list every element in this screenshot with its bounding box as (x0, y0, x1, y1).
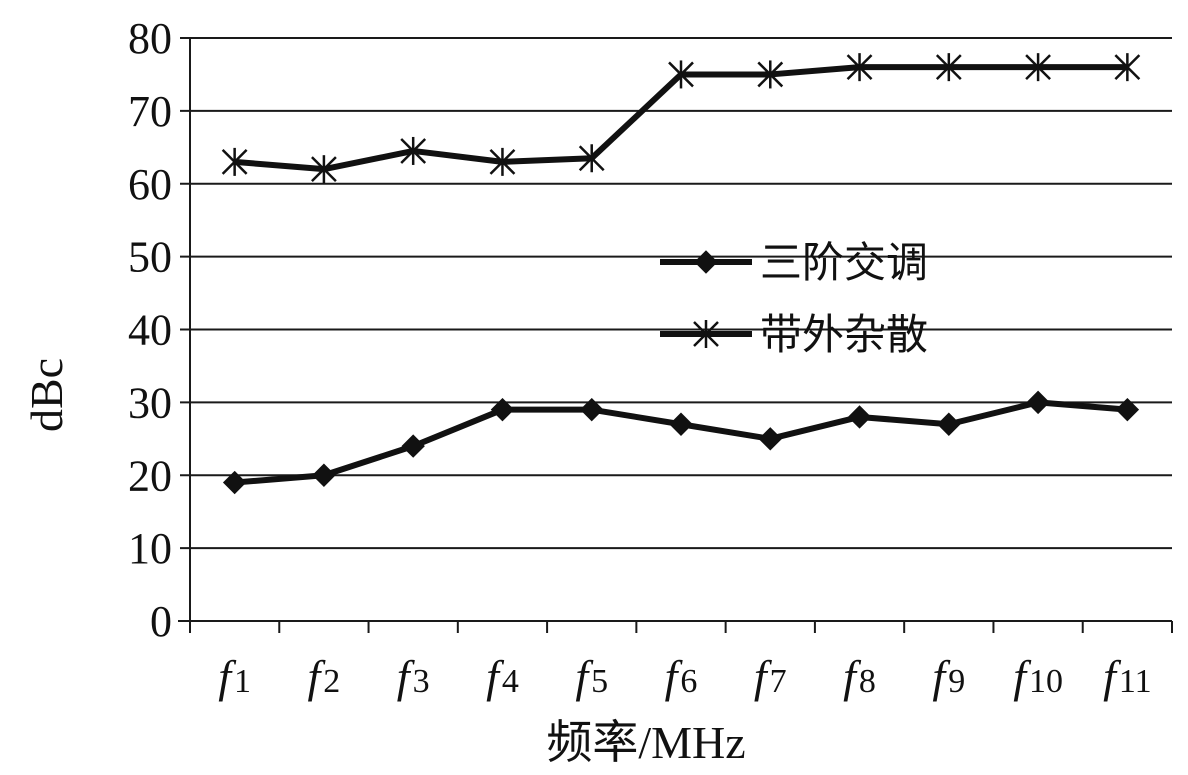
x-axis-title: 频率/MHz (546, 717, 745, 768)
x-tick-label: f9 (932, 651, 965, 702)
y-tick-label: 10 (128, 524, 172, 573)
x-tick-label: f4 (486, 651, 519, 702)
x-tick-label: f8 (843, 651, 876, 702)
axes: 0 10 20 30 40 50 60 70 80 f1 f2 f3 f4 f5 f6 f7 f8 f9 f10 f1… (128, 14, 1173, 702)
data-point (846, 53, 873, 82)
y-tick-label: 20 (128, 451, 172, 500)
y-tick-label: 50 (128, 233, 172, 282)
series-layer (221, 53, 1141, 495)
x-tick-label: f10 (1013, 651, 1063, 702)
data-point (669, 412, 693, 436)
legend-label: 带外杂散 (760, 310, 928, 359)
y-tick-label: 80 (128, 14, 172, 63)
y-tick-label: 30 (128, 378, 172, 427)
x-tick-label: f11 (1103, 651, 1152, 702)
x-tick-label: f3 (397, 651, 430, 702)
legend-marker (693, 320, 719, 348)
data-point (1115, 397, 1140, 422)
data-point (578, 144, 605, 173)
data-point (1026, 390, 1050, 415)
data-point (489, 147, 516, 176)
x-tick-label: f2 (308, 651, 341, 702)
x-tick-label: f5 (575, 651, 608, 702)
data-point (490, 397, 515, 422)
data-point (668, 60, 694, 89)
data-point (312, 463, 336, 487)
x-tick-label: f7 (754, 651, 787, 702)
y-tick-label: 60 (128, 160, 172, 209)
data-point (1114, 53, 1141, 82)
data-point (847, 405, 872, 429)
y-tick-label: 40 (128, 306, 172, 355)
data-point (935, 53, 962, 82)
x-tick-label: f1 (218, 651, 251, 702)
data-point (937, 412, 961, 436)
data-point (221, 147, 248, 176)
data-point (757, 60, 784, 89)
data-point (580, 397, 604, 422)
data-point (1025, 53, 1051, 82)
data-point (222, 470, 247, 495)
gridlines (190, 37, 1172, 550)
data-point (400, 136, 427, 165)
y-tick-label: 70 (128, 87, 172, 136)
data-point (311, 155, 337, 184)
y-axis-title: dBc (21, 358, 72, 432)
legend-marker (694, 250, 718, 274)
data-point (758, 427, 782, 451)
y-tick-label: 0 (150, 597, 172, 646)
legend-label: 三阶交调 (760, 238, 928, 287)
x-tick-label: f6 (665, 651, 698, 702)
data-point (401, 434, 425, 458)
